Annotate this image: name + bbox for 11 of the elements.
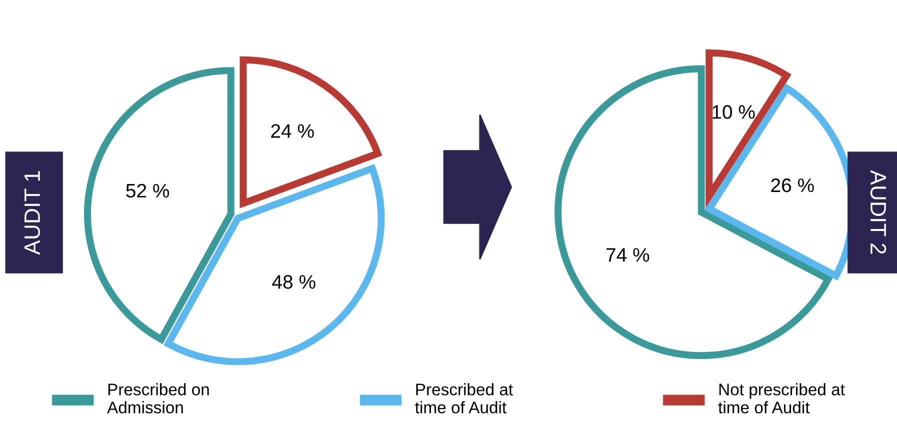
text: AUDIT 1 xyxy=(24,171,40,255)
data-label: 24 % xyxy=(271,124,314,138)
data-label: 48 % xyxy=(272,275,316,289)
data-label: 26 % xyxy=(771,178,814,192)
legend-label: Prescribed at time of Audit xyxy=(415,383,513,414)
data-label: 10 % xyxy=(712,105,755,119)
data-label: 74 % xyxy=(606,248,650,262)
legend-label: Prescribed on Admission xyxy=(107,383,209,414)
legend-label: Not prescribed at time of Audit xyxy=(718,383,845,414)
text: AUDIT 2 xyxy=(870,170,886,254)
data-label: 52 % xyxy=(126,184,170,198)
